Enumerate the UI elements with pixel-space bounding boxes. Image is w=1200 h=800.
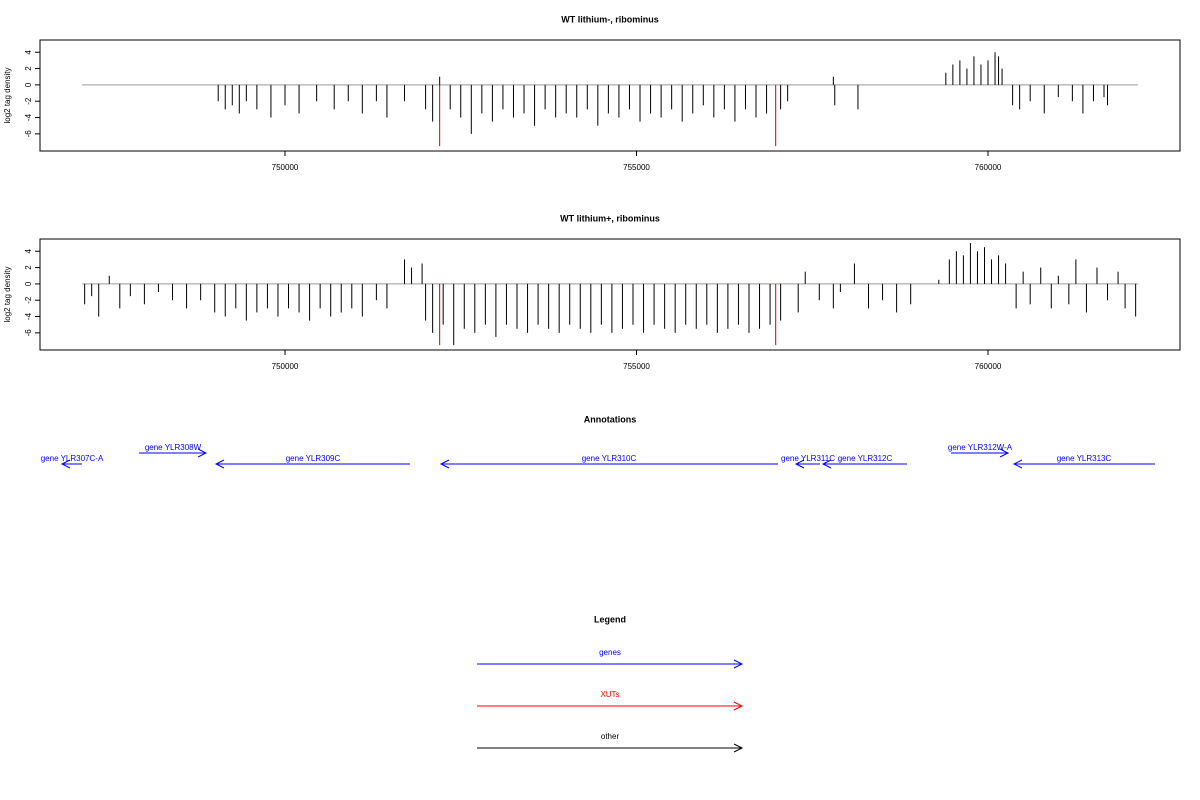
gene-arrow-head [1012,459,1023,469]
legend-label: XUTs [600,690,619,699]
legend-arrow-head [733,701,744,711]
gene-label: gene YLR312C [838,454,893,463]
x-tick-label: 750000 [272,163,299,172]
annotations-title: Annotations [584,414,637,424]
y-tick-label: -2 [24,296,33,304]
legend-label: other [601,732,620,741]
y-tick-label: -6 [24,329,33,337]
legend-label: genes [599,648,621,657]
legend-arrow-head [733,743,744,753]
gene-label: gene YLR313C [1057,454,1112,463]
chart-title: WT lithium-, ribominus [561,14,659,24]
gene-arrow-head [439,459,450,469]
x-tick-label: 760000 [975,362,1002,371]
plot-frame [39,39,1181,152]
y-tick-label: 4 [24,49,33,54]
gene-label: gene YLR307C-A [41,454,104,463]
y-tick-label: 0 [24,82,33,87]
y-tick-label: -4 [24,113,33,121]
legend-title: Legend [594,614,626,624]
y-tick-label: 0 [24,281,33,286]
chart-title: WT lithium+, ribominus [560,213,660,223]
x-tick-label: 760000 [975,163,1002,172]
y-axis-label: log2 tag density [3,67,12,123]
y-tick-label: -6 [24,130,33,138]
x-tick-label: 755000 [623,163,650,172]
gene-label: gene YLR310C [582,454,637,463]
legend-arrow-head [733,659,744,669]
y-tick-label: -2 [24,97,33,105]
gene-arrow-head [999,448,1010,458]
gene-label: gene YLR312W-A [948,443,1013,452]
y-tick-label: 4 [24,248,33,253]
gene-arrow-head [214,459,225,469]
y-tick-label: 2 [24,66,33,71]
gene-label: gene YLR308W [145,443,202,452]
y-tick-label: 2 [24,265,33,270]
x-tick-label: 750000 [272,362,299,371]
plot-frame [39,238,1181,351]
x-tick-label: 755000 [623,362,650,371]
gene-label: gene YLR311C [781,454,835,463]
gene-arrow-head [821,459,832,469]
gene-arrow-head [794,459,805,469]
gene-label: gene YLR309C [286,454,341,463]
gene-arrow-head [60,459,71,469]
y-axis-label: log2 tag density [3,266,12,322]
gene-arrow-head [197,448,208,458]
y-tick-label: -4 [24,312,33,320]
